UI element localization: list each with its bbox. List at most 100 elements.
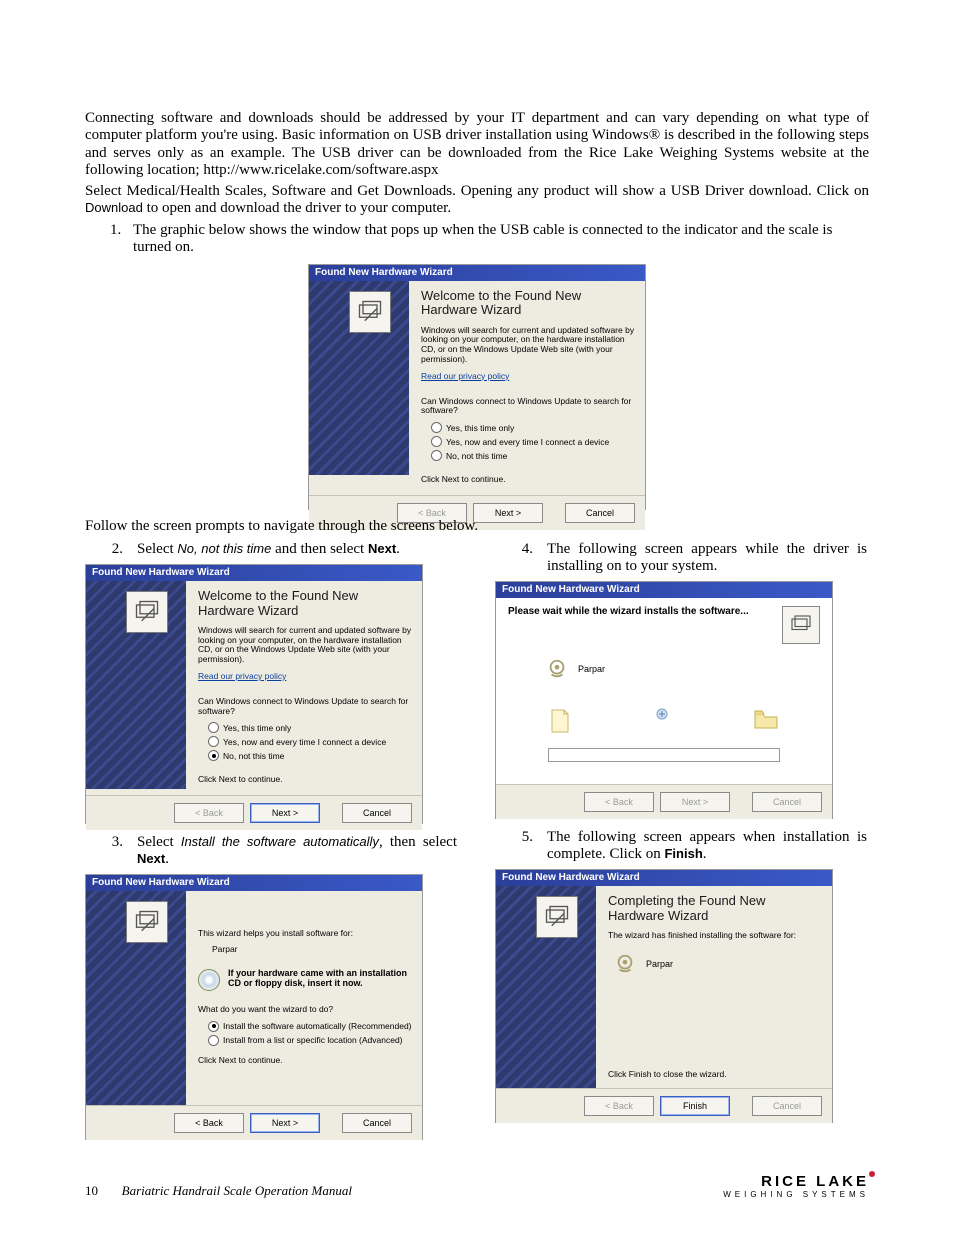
wizard-main: Completing the Found New Hardware Wizard…	[596, 886, 832, 1088]
complete-device-row: Parpar	[614, 953, 822, 975]
cd-icon	[198, 969, 220, 991]
step-5: 5. The following screen appears when ins…	[495, 829, 867, 863]
step2-ital: No, not this time	[177, 541, 271, 556]
wizard-title: Found New Hardware Wizard	[496, 582, 832, 598]
download-word: Download	[85, 200, 143, 215]
wizard-question: Can Windows connect to Windows Update to…	[421, 397, 635, 417]
step2-next-word: Next	[368, 541, 396, 556]
hardware-icon	[536, 896, 578, 938]
radio-group: Yes, this time only Yes, now and every t…	[431, 422, 635, 461]
wizard-title: Found New Hardware Wizard	[309, 265, 645, 281]
intro-paragraph-1: Connecting software and downloads should…	[85, 110, 869, 179]
click-finish: Click Finish to close the wizard.	[608, 1070, 822, 1080]
wizard-sidebar	[86, 581, 186, 789]
wizard-heading: Welcome to the Found New Hardware Wizard	[198, 589, 412, 618]
back-button[interactable]: < Back	[174, 1113, 244, 1133]
gear-icon	[546, 658, 568, 680]
install-mid: Parpar	[496, 648, 832, 784]
radio-list[interactable]: Install from a list or specific location…	[208, 1035, 412, 1046]
follow-text: Follow the screen prompts to navigate th…	[85, 518, 869, 535]
cancel-button[interactable]: Cancel	[342, 803, 412, 823]
wizard-body: Welcome to the Found New Hardware Wizard…	[309, 281, 645, 495]
wizard-click-next: Click Next to continue.	[198, 1056, 412, 1066]
rice-lake-logo: RICE LAKE WEIGHING SYSTEMS	[723, 1173, 869, 1199]
manual-title: Bariatric Handrail Scale Operation Manua…	[122, 1183, 352, 1198]
next-button[interactable]: Next >	[250, 1113, 320, 1133]
cancel-button[interactable]: Cancel	[565, 503, 635, 523]
hardware-icon	[349, 291, 391, 333]
wizard-title: Found New Hardware Wizard	[86, 565, 422, 581]
wizard-main: This wizard helps you install software f…	[186, 891, 422, 1105]
wizard-question: Can Windows connect to Windows Update to…	[198, 697, 412, 717]
wizard-click-next: Click Next to continue.	[421, 475, 635, 485]
back-button[interactable]: < Back	[174, 803, 244, 823]
wizard-footer: < Back Next > Cancel	[86, 795, 422, 830]
wizard-desc: Windows will search for current and upda…	[198, 626, 412, 665]
radio-yes-always[interactable]: Yes, now and every time I connect a devi…	[431, 436, 635, 447]
wizard-install-body: Please wait while the wizard installs th…	[496, 598, 832, 784]
complete-desc: The wizard has finished installing the s…	[608, 931, 822, 941]
logo-line-2: WEIGHING SYSTEMS	[723, 1190, 869, 1199]
step3-next-word: Next	[137, 851, 165, 866]
radio-group-install: Install the software automatically (Reco…	[208, 1021, 412, 1046]
step-list-1: The graphic below shows the window that …	[125, 222, 869, 257]
progress-bar	[548, 748, 780, 762]
step-3: 3. Select Install the software automatic…	[85, 834, 457, 868]
finish-button[interactable]: Finish	[660, 1096, 730, 1116]
device-name: Parpar	[212, 945, 412, 955]
arrow-icon	[652, 708, 672, 734]
wizard-click-next: Click Next to continue.	[198, 775, 412, 785]
radio-yes-always[interactable]: Yes, now and every time I connect a devi…	[208, 736, 412, 747]
cancel-button: Cancel	[752, 1096, 822, 1116]
wizard-dialog-4: Found New Hardware Wizard Please wait wh…	[495, 581, 833, 819]
cancel-button[interactable]: Cancel	[342, 1113, 412, 1133]
wizard-dialog-2: Found New Hardware Wizard Welcome to the…	[85, 564, 423, 824]
what-do-text: What do you want the wizard to do?	[198, 1005, 412, 1015]
install-device-row: Parpar	[546, 658, 605, 680]
wizard-body: Completing the Found New Hardware Wizard…	[496, 886, 832, 1088]
radio-yes-once[interactable]: Yes, this time only	[431, 422, 635, 433]
hardware-icon	[782, 606, 820, 644]
wizard-footer: < Back Next > Cancel	[496, 784, 832, 819]
document-page: Connecting software and downloads should…	[0, 0, 954, 1235]
wizard-body: This wizard helps you install software f…	[86, 891, 422, 1105]
step-1-text: The graphic below shows the window that …	[125, 222, 869, 257]
next-button[interactable]: Next >	[473, 503, 543, 523]
complete-heading: Completing the Found New Hardware Wizard	[608, 894, 822, 923]
wizard-title: Found New Hardware Wizard	[86, 875, 422, 891]
intro-paragraph-2a: Select Medical/Health Scales, Software a…	[85, 183, 869, 199]
install-device-name: Parpar	[578, 664, 605, 674]
step-2: 2. Select No, not this time and then sel…	[85, 541, 457, 558]
radio-no[interactable]: No, not this time	[431, 450, 635, 461]
radio-yes-once[interactable]: Yes, this time only	[208, 722, 412, 733]
radio-auto[interactable]: Install the software automatically (Reco…	[208, 1021, 412, 1032]
next-button[interactable]: Next >	[250, 803, 320, 823]
wizard-main: Welcome to the Found New Hardware Wizard…	[409, 281, 645, 495]
wizard-dialog-5: Found New Hardware Wizard Completing the…	[495, 869, 833, 1123]
file-transfer-row	[549, 708, 779, 734]
logo-line-1: RICE LAKE	[723, 1173, 869, 1190]
hardware-icon	[126, 591, 168, 633]
cancel-button: Cancel	[752, 792, 822, 812]
intro-paragraph-2b: to open and download the driver to your …	[143, 200, 451, 216]
wizard-dialog-1: Found New Hardware Wizard Welcome to the…	[308, 264, 646, 510]
intro-paragraph-2: Select Medical/Health Scales, Software a…	[85, 183, 869, 218]
privacy-link[interactable]: Read our privacy policy	[421, 371, 509, 381]
folder-icon	[753, 708, 779, 734]
wizard-dialog-3: Found New Hardware Wizard This wizard he…	[85, 874, 423, 1140]
radio-no[interactable]: No, not this time	[208, 750, 412, 761]
page-number: 10	[85, 1183, 98, 1198]
next-button: Next >	[660, 792, 730, 812]
document-icon	[549, 708, 571, 734]
cd-hint-text: If your hardware came with an installati…	[228, 969, 412, 989]
two-column-layout: 2. Select No, not this time and then sel…	[85, 541, 869, 1146]
wizard-body: Welcome to the Found New Hardware Wizard…	[86, 581, 422, 795]
left-column: 2. Select No, not this time and then sel…	[85, 541, 457, 1146]
privacy-link[interactable]: Read our privacy policy	[198, 671, 286, 681]
gear-icon	[614, 953, 636, 975]
right-column: 4. The following screen appears while th…	[495, 541, 867, 1146]
step5-finish-word: Finish	[664, 846, 702, 861]
please-wait-text: Please wait while the wizard installs th…	[508, 606, 749, 617]
install-helps: This wizard helps you install software f…	[198, 929, 412, 939]
cd-hint-row: If your hardware came with an installati…	[198, 969, 412, 991]
